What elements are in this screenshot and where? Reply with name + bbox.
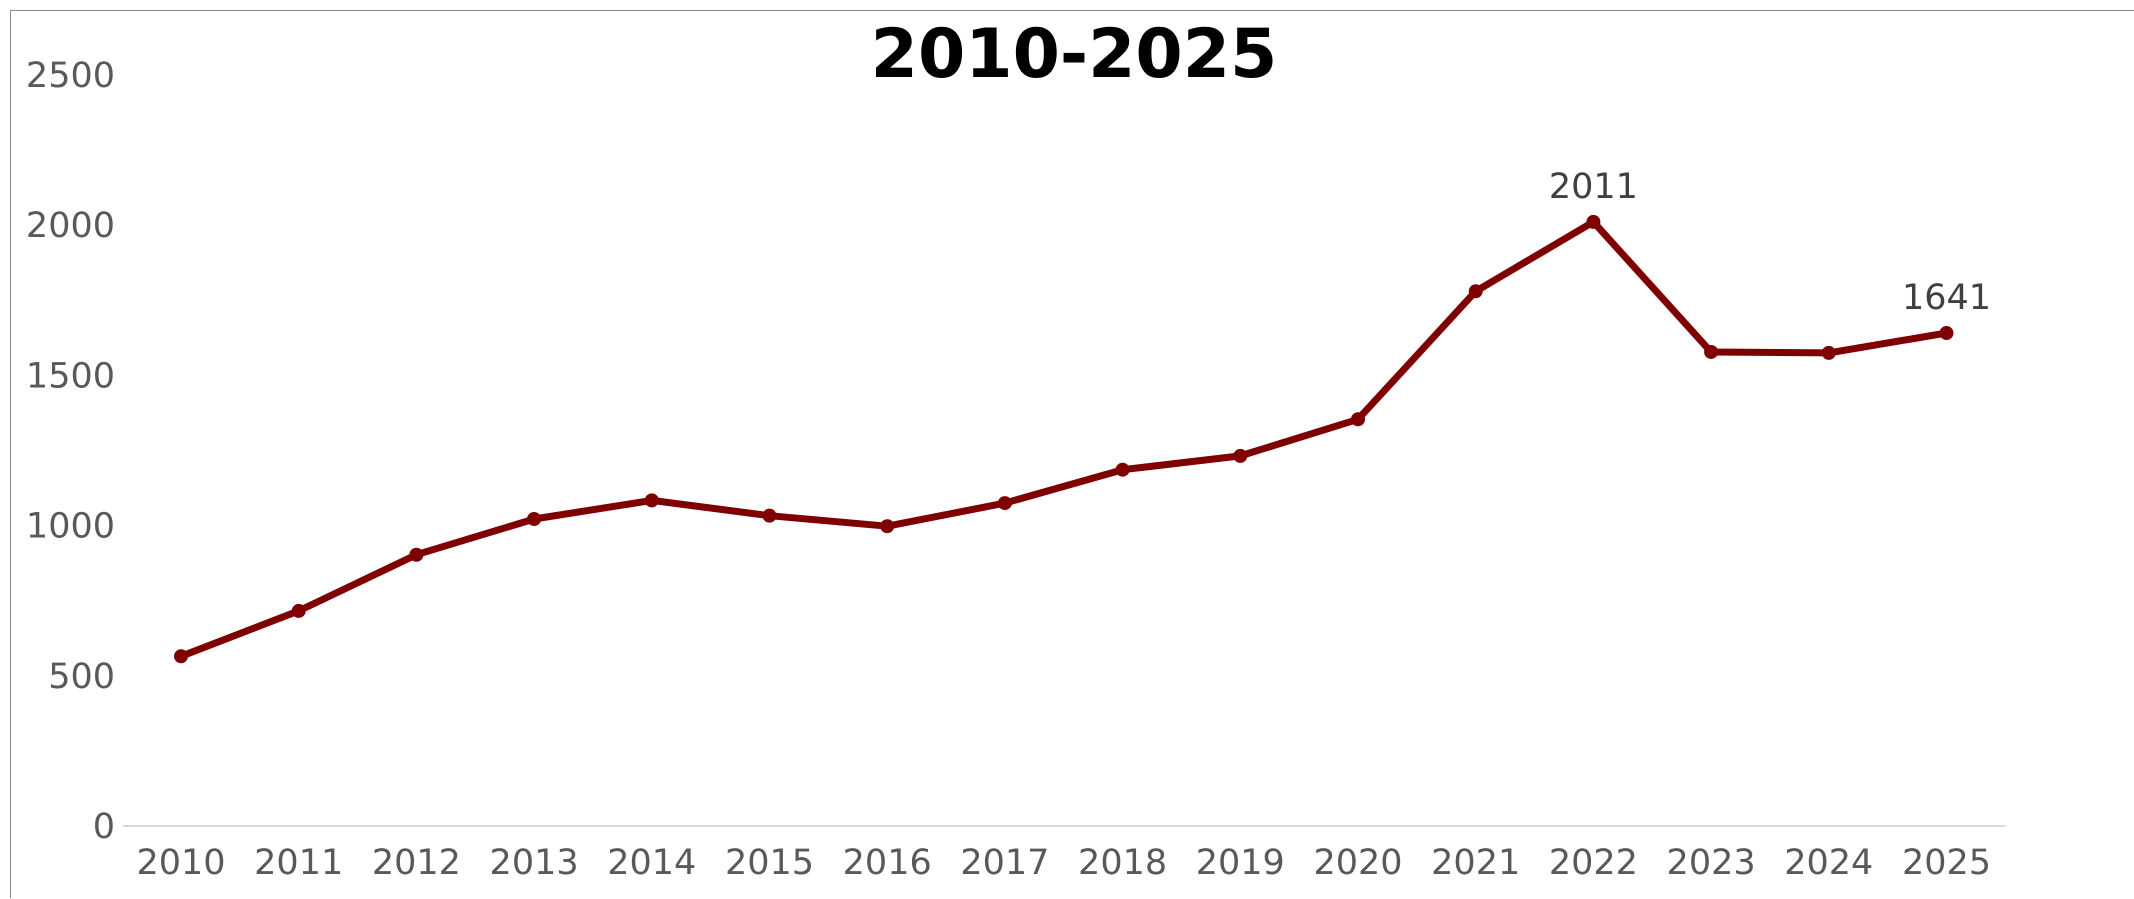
data-label: 2011: [1549, 167, 1638, 207]
y-tick-label: 500: [48, 657, 115, 697]
data-point: [1704, 344, 1719, 359]
data-point: [1115, 462, 1130, 477]
chart-area: 2010-2025 0 500 1000 1500 2000 2500 2010 2011 2…: [10, 10, 2134, 898]
data-point: [997, 496, 1012, 511]
y-tick-label: 2000: [26, 206, 115, 246]
x-tick-label: 2019: [1196, 843, 1285, 883]
x-tick-label: 2017: [960, 843, 1049, 883]
data-point: [1586, 214, 1601, 229]
y-tick-label: 0: [93, 807, 115, 847]
data-point: [527, 511, 542, 526]
y-tick-label: 1000: [26, 507, 115, 547]
y-axis: 0 500 1000 1500 2000 2500: [26, 56, 115, 847]
series-line: [177, 218, 1950, 660]
x-tick-label: 2012: [372, 843, 461, 883]
data-point: [291, 603, 306, 618]
x-tick-label: 2024: [1784, 843, 1873, 883]
x-tick-label: 2020: [1313, 843, 1402, 883]
x-tick-label: 2023: [1667, 843, 1756, 883]
x-tick-label: 2013: [490, 843, 579, 883]
x-tick-label: 2025: [1902, 843, 1991, 883]
x-axis: 2010 2011 2012 2013 2014 2015 2016 2017 2018 2019…: [136, 843, 1991, 883]
x-tick-label: 2018: [1078, 843, 1167, 883]
data-point: [1351, 412, 1365, 427]
data-label: 1641: [1902, 278, 1991, 318]
y-tick-label: 1500: [26, 356, 115, 396]
data-point: [1233, 448, 1248, 463]
chart-title: 2010-2025: [871, 15, 1278, 94]
data-point: [1821, 345, 1836, 360]
data-labels: 2011 1641: [1549, 167, 1991, 318]
data-point: [762, 508, 777, 523]
data-point: [1468, 284, 1483, 299]
x-tick-label: 2021: [1431, 843, 1520, 883]
x-tick-label: 2011: [254, 843, 343, 883]
x-tick-label: 2015: [725, 843, 814, 883]
x-tick-label: 2010: [136, 843, 225, 883]
data-point: [880, 519, 895, 534]
x-tick-label: 2022: [1549, 843, 1638, 883]
data-points: [174, 214, 1954, 664]
y-tick-label: 2500: [26, 56, 115, 96]
x-tick-label: 2016: [843, 843, 932, 883]
data-point: [644, 493, 659, 508]
x-tick-label: 2014: [607, 843, 696, 883]
data-point: [174, 649, 188, 664]
data-point: [409, 547, 424, 562]
data-point: [1939, 326, 1954, 341]
